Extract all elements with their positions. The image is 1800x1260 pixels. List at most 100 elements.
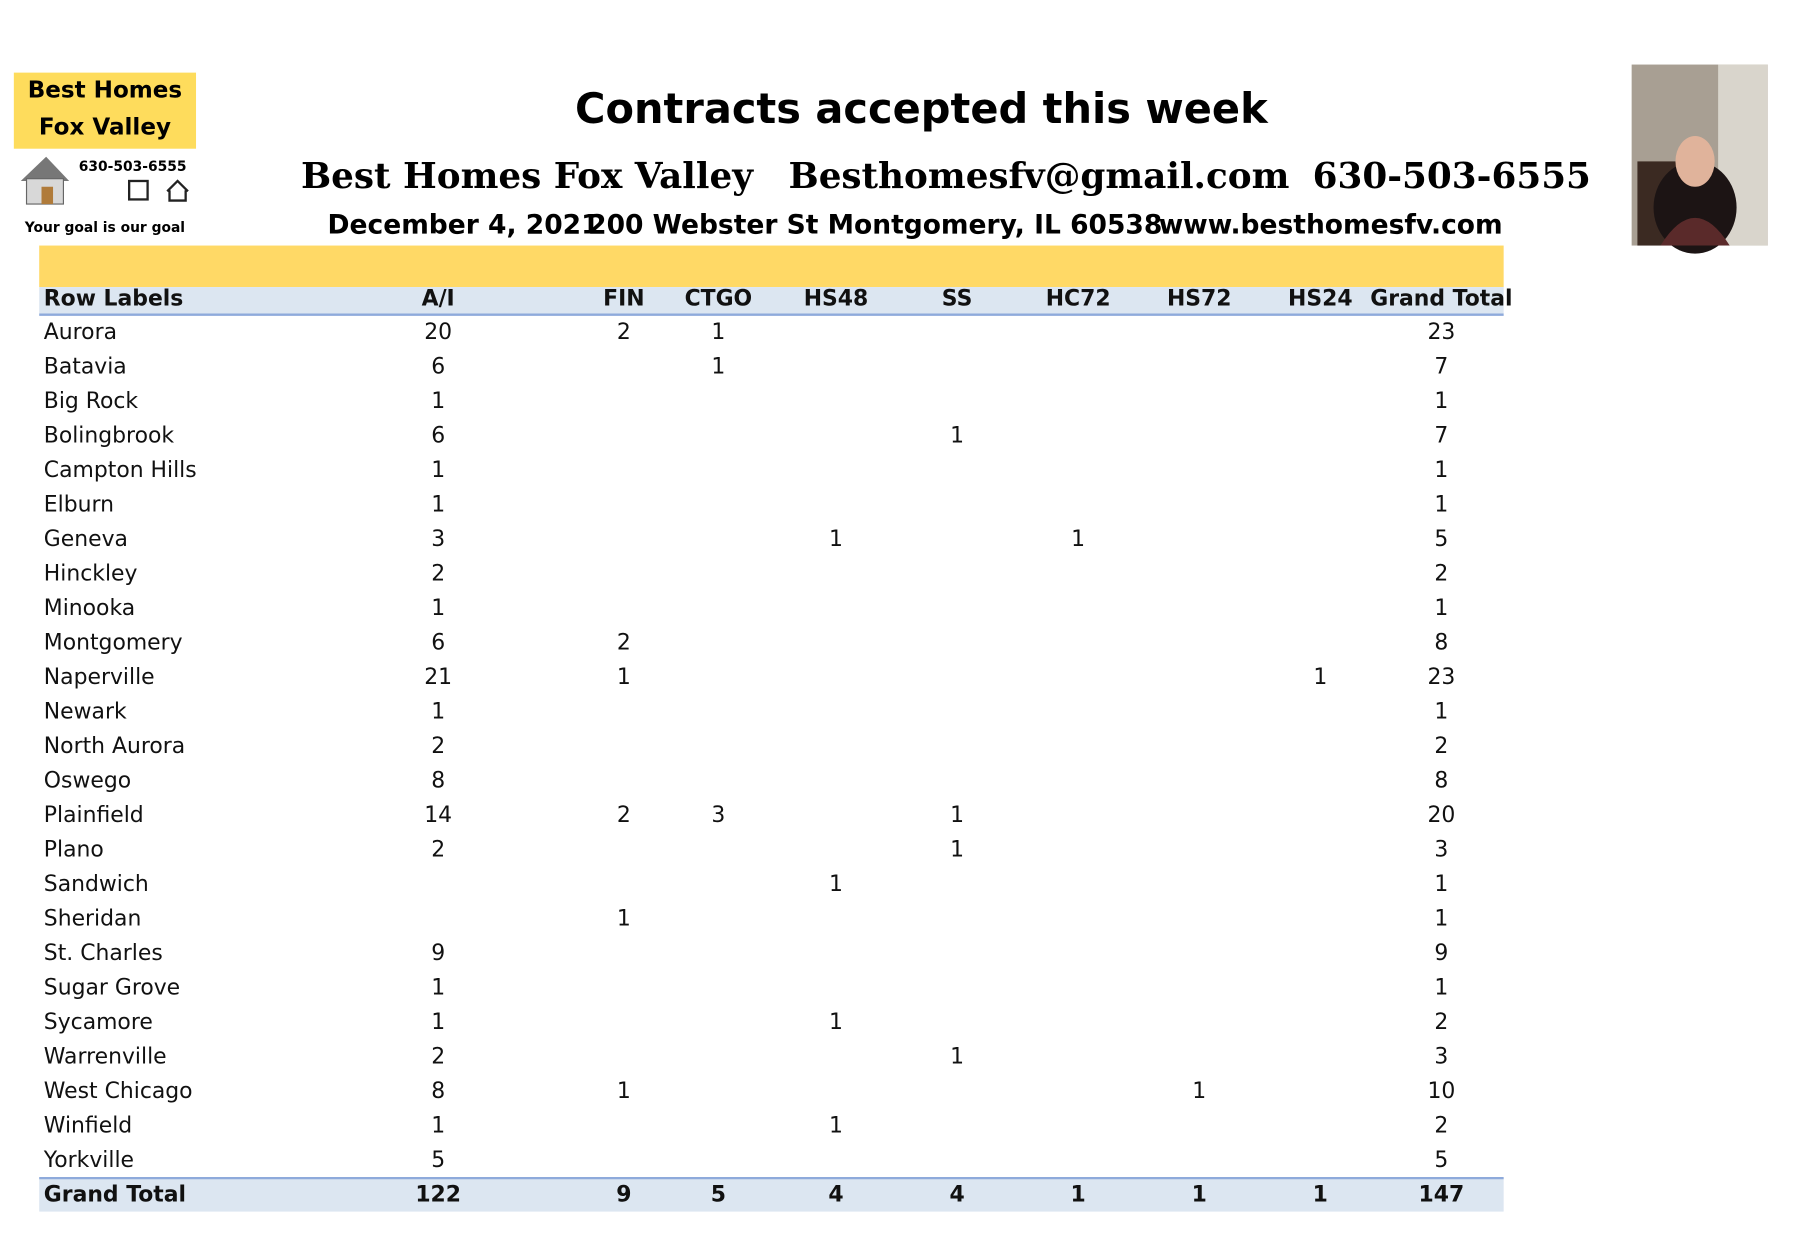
cell-value: 1 <box>950 838 964 863</box>
row-label: Aurora <box>44 320 117 345</box>
cell-value: 1 <box>431 1010 445 1035</box>
row-label: St. Charles <box>44 941 163 966</box>
row-label: Hinckley <box>44 562 138 587</box>
cell-value: 1 <box>829 1010 843 1035</box>
cell-value: 2 <box>1434 734 1448 759</box>
row-label: Oswego <box>44 769 131 794</box>
cell-value: 9 <box>431 941 445 966</box>
equal-housing-icon <box>166 179 189 202</box>
row-label: Sheridan <box>44 907 142 932</box>
logo-box <box>13 72 197 149</box>
cell-value: 1 <box>1434 700 1448 725</box>
cell-value: 2 <box>1434 1010 1448 1035</box>
cell-value: 23 <box>1427 320 1455 345</box>
cell-value: 9 <box>616 1182 631 1207</box>
row-label: Plainfield <box>44 803 144 828</box>
column-header: HS48 <box>804 287 869 312</box>
cell-value: 2 <box>1434 1114 1448 1139</box>
row-label: Bolingbrook <box>44 424 175 449</box>
realtor-icon <box>127 179 149 201</box>
cell-value: 3 <box>711 803 725 828</box>
date: December 4, 2021 <box>328 209 600 240</box>
row-label: Campton Hills <box>44 458 197 483</box>
cell-value: 6 <box>431 631 445 656</box>
cell-value: 1 <box>950 1045 964 1070</box>
cell-value: 1 <box>711 320 725 345</box>
cell-value: 1 <box>829 1114 843 1139</box>
cell-value: 1 <box>1192 1182 1207 1207</box>
column-header: HS72 <box>1167 287 1232 312</box>
row-label: Batavia <box>44 355 127 380</box>
contact-email: Besthomesfv@gmail.com <box>788 155 1289 197</box>
column-header: A/I <box>422 287 455 312</box>
cell-value: 7 <box>1434 355 1448 380</box>
contact-name: Best Homes Fox Valley <box>301 155 754 197</box>
cell-value: 1 <box>1434 493 1448 518</box>
cell-value: 8 <box>1434 631 1448 656</box>
cell-value: 1 <box>1313 1182 1328 1207</box>
cell-value: 20 <box>1427 803 1455 828</box>
column-header: Row Labels <box>44 287 184 312</box>
cell-value: 2 <box>617 803 631 828</box>
cell-value: 6 <box>431 355 445 380</box>
row-label: North Aurora <box>44 734 185 759</box>
row-label: Elburn <box>44 493 114 518</box>
row-label: West Chicago <box>44 1079 193 1104</box>
photo-clothes <box>1660 217 1730 246</box>
cell-value: 1 <box>950 803 964 828</box>
cell-value: 8 <box>431 1079 445 1104</box>
row-label: Newark <box>44 700 127 725</box>
address: 200 Webster St Montgomery, IL 60538 <box>588 209 1162 240</box>
agent-photo <box>1631 64 1768 254</box>
row-label: Plano <box>44 838 104 863</box>
cell-value: 1 <box>1192 1079 1206 1104</box>
website: www.besthomesfv.com <box>1159 209 1503 240</box>
cell-value: 1 <box>1434 907 1448 932</box>
cell-value: 1 <box>1434 389 1448 414</box>
logo-line: Best Homes <box>28 78 182 104</box>
column-header: CTGO <box>685 287 753 312</box>
cell-value: 1 <box>1071 527 1085 552</box>
cell-value: 1 <box>431 976 445 1001</box>
cell-value: 1 <box>1434 458 1448 483</box>
cell-value: 1 <box>431 493 445 518</box>
cell-value: 3 <box>431 527 445 552</box>
header-row-bg <box>39 287 1504 314</box>
house-icon <box>41 186 54 205</box>
row-label: Geneva <box>44 527 128 552</box>
cell-value: 3 <box>1434 1045 1448 1070</box>
cell-value: 2 <box>1434 562 1448 587</box>
cell-value: 2 <box>617 631 631 656</box>
cell-value: 2 <box>431 734 445 759</box>
cell-value: 10 <box>1427 1079 1455 1104</box>
cell-value: 14 <box>424 803 452 828</box>
row-label: Naperville <box>44 665 155 690</box>
cell-value: 5 <box>1434 1148 1448 1173</box>
row-label: Sycamore <box>44 1010 153 1035</box>
row-label: Warrenville <box>44 1045 167 1070</box>
cell-value: 2 <box>617 320 631 345</box>
row-label: Yorkville <box>43 1148 134 1173</box>
cell-value: 2 <box>431 1045 445 1070</box>
cell-value: 1 <box>1313 665 1327 690</box>
column-header: HS24 <box>1288 287 1353 312</box>
cell-value: 1 <box>1434 596 1448 621</box>
cell-value: 1 <box>431 1114 445 1139</box>
house-icon <box>20 156 70 181</box>
cell-value: 8 <box>431 769 445 794</box>
logo-tagline: Your goal is our goal <box>24 220 185 236</box>
logo: Best Homes Fox Valley 630-503-6555 Your … <box>13 72 197 236</box>
cell-value: 2 <box>431 838 445 863</box>
row-label: Grand Total <box>44 1182 186 1207</box>
cell-value: 1 <box>950 424 964 449</box>
row-label: Minooka <box>44 596 135 621</box>
table: Row Labels A/I FIN CTGO HS48 SS HC72 HS72 HS24 Gr… <box>43 287 1513 1208</box>
cell-value: 8 <box>1434 769 1448 794</box>
photo-face <box>1675 136 1715 187</box>
column-header: FIN <box>603 287 644 312</box>
row-label: Winfield <box>44 1114 132 1139</box>
column-header: SS <box>942 287 973 312</box>
cell-value: 1 <box>617 665 631 690</box>
cell-value: 21 <box>424 665 452 690</box>
